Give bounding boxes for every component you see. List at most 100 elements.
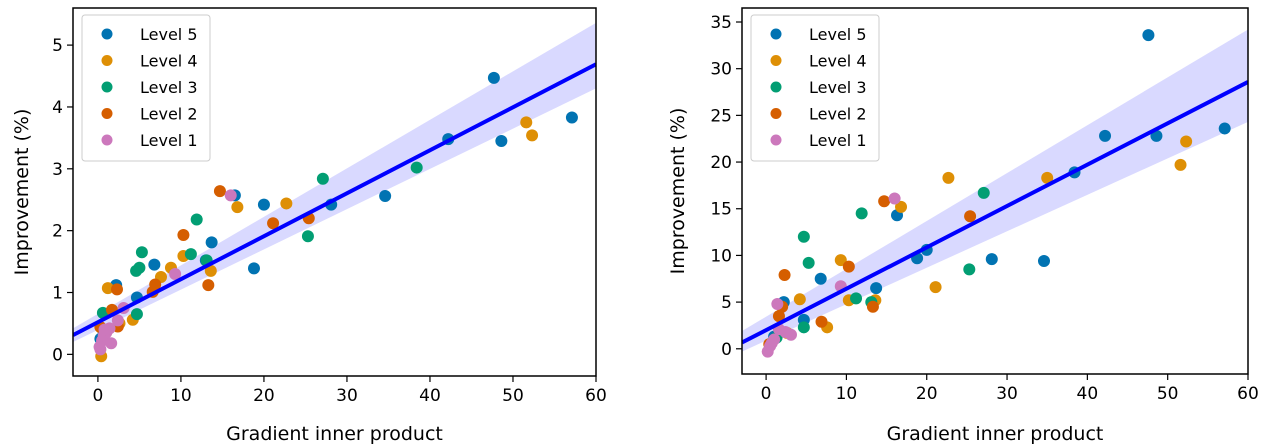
legend-label: Level 5 bbox=[809, 25, 867, 44]
legend-marker bbox=[101, 108, 113, 119]
x-tick-label: 40 bbox=[419, 386, 441, 406]
legend-label: Level 5 bbox=[140, 25, 198, 44]
data-point bbox=[495, 134, 508, 147]
data-point bbox=[190, 213, 203, 226]
legend-label: Level 4 bbox=[809, 52, 867, 71]
data-point bbox=[985, 253, 998, 266]
data-point bbox=[111, 314, 124, 327]
data-point bbox=[280, 197, 293, 210]
y-tick-label: 2 bbox=[52, 222, 63, 242]
data-point bbox=[963, 263, 976, 276]
data-point bbox=[793, 293, 806, 306]
legend-label: Level 4 bbox=[140, 52, 198, 71]
data-point bbox=[778, 269, 791, 282]
data-point bbox=[247, 262, 260, 275]
data-point bbox=[814, 272, 827, 285]
data-point bbox=[855, 207, 868, 220]
data-point bbox=[526, 129, 539, 142]
x-tick-label: 10 bbox=[170, 386, 192, 406]
regression-line bbox=[742, 80, 1248, 345]
legend-label: Level 3 bbox=[140, 78, 198, 97]
data-point bbox=[834, 254, 847, 267]
data-point bbox=[784, 328, 797, 341]
x-tick-label: 10 bbox=[836, 384, 858, 404]
data-point bbox=[964, 210, 977, 223]
legend-marker bbox=[101, 55, 113, 66]
data-point bbox=[815, 315, 828, 328]
legend-label: Level 2 bbox=[809, 105, 867, 124]
y-tick-label: 30 bbox=[710, 60, 732, 80]
data-point bbox=[772, 310, 785, 323]
data-point bbox=[802, 256, 815, 269]
data-point bbox=[231, 201, 244, 214]
data-point bbox=[771, 297, 784, 310]
data-point bbox=[929, 281, 942, 294]
data-point bbox=[520, 116, 533, 129]
y-axis-label: Improvement (%) bbox=[667, 108, 689, 275]
data-point bbox=[184, 248, 197, 261]
legend-marker bbox=[101, 134, 113, 146]
y-tick-label: 0 bbox=[52, 345, 63, 365]
x-tick-label: 60 bbox=[1237, 384, 1259, 404]
data-point bbox=[101, 282, 114, 295]
data-point bbox=[842, 260, 855, 273]
legend: Level 5 Level 4 Level 3 Level 2 Level 1 bbox=[750, 14, 880, 162]
series-level-1 bbox=[93, 189, 237, 356]
data-point bbox=[765, 337, 778, 350]
y-tick-label: 1 bbox=[52, 284, 63, 304]
x-tick-label: 20 bbox=[253, 386, 275, 406]
legend-marker bbox=[770, 108, 782, 119]
x-tick-label: 0 bbox=[92, 386, 103, 406]
data-point bbox=[169, 267, 182, 280]
y-tick-label: 5 bbox=[721, 293, 732, 313]
x-axis-label: Gradient inner product bbox=[226, 423, 443, 445]
data-point bbox=[878, 195, 891, 208]
data-point bbox=[105, 337, 118, 350]
legend-marker bbox=[770, 134, 782, 146]
data-point bbox=[797, 321, 810, 334]
data-point bbox=[1218, 122, 1231, 135]
y-tick-label: 5 bbox=[52, 36, 63, 56]
data-point bbox=[895, 200, 908, 213]
x-tick-label: 40 bbox=[1077, 384, 1099, 404]
legend-label: Level 1 bbox=[140, 131, 198, 150]
data-point bbox=[565, 111, 578, 124]
data-point bbox=[98, 323, 111, 336]
legend: Level 5 Level 4 Level 3 Level 2 Level 1 bbox=[81, 14, 211, 162]
x-tick-label: 20 bbox=[916, 384, 938, 404]
data-point bbox=[866, 300, 879, 313]
data-point bbox=[110, 283, 123, 296]
data-point bbox=[1180, 135, 1193, 148]
data-point bbox=[942, 171, 955, 184]
series-level-3 bbox=[96, 161, 423, 321]
axes-frame bbox=[741, 7, 1249, 375]
chart-1: 0 10 20 30 40 50 60 0 1 2 3 4 5 Gradient inner produc… bbox=[11, 7, 607, 445]
y-tick-label: 10 bbox=[710, 246, 732, 266]
legend-marker bbox=[770, 55, 782, 66]
data-point bbox=[224, 189, 237, 202]
data-point bbox=[1142, 29, 1155, 42]
data-point bbox=[1041, 171, 1054, 184]
data-point bbox=[205, 236, 218, 249]
confidence-band bbox=[742, 29, 1248, 352]
legend-marker bbox=[770, 81, 782, 93]
data-point bbox=[379, 190, 392, 203]
axes-frame bbox=[72, 7, 597, 377]
y-tick-label: 3 bbox=[52, 160, 63, 180]
x-tick-label: 50 bbox=[502, 386, 524, 406]
data-point bbox=[487, 71, 500, 84]
x-tick-label: 0 bbox=[761, 384, 772, 404]
data-point bbox=[213, 185, 226, 198]
legend-box bbox=[81, 14, 211, 162]
data-point bbox=[870, 282, 883, 295]
y-axis-label: Improvement (%) bbox=[11, 109, 33, 276]
data-point bbox=[204, 264, 217, 277]
data-point bbox=[797, 230, 810, 243]
plot-area bbox=[742, 29, 1248, 358]
x-axis-label: Gradient inner product bbox=[887, 423, 1104, 445]
legend-label: Level 1 bbox=[809, 131, 867, 150]
data-point bbox=[301, 230, 314, 243]
data-point bbox=[267, 217, 280, 230]
x-tick-label: 50 bbox=[1157, 384, 1179, 404]
